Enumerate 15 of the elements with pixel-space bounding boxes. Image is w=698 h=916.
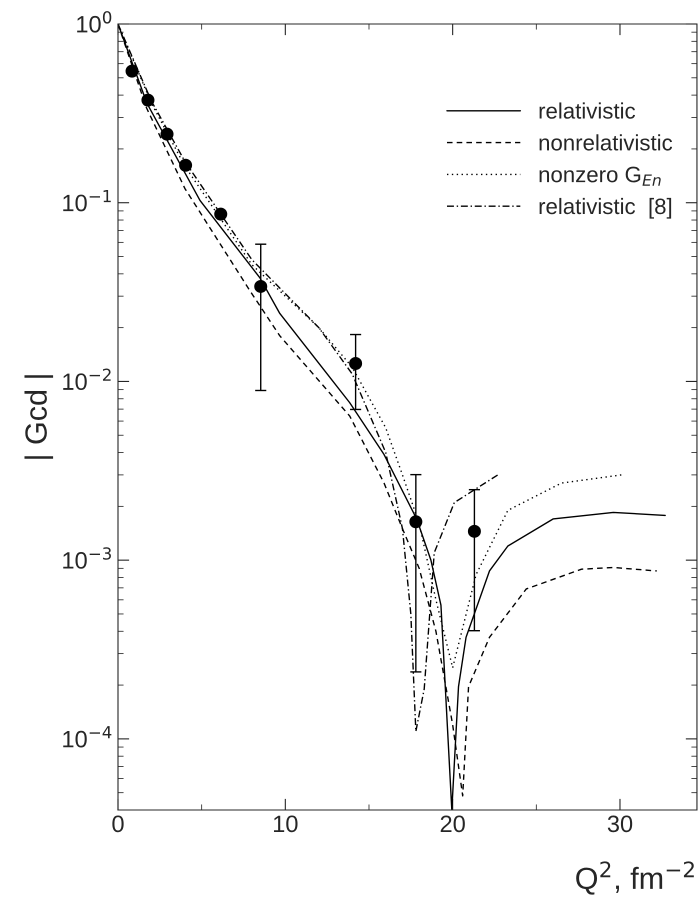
x-axis-title: Q$^{2}$, fm$^{−2}$	[576, 861, 694, 895]
y-tick-label: 10$^{−4}$	[63, 726, 112, 748]
y-tick-label: 10$^{−2}$	[63, 368, 111, 390]
x-tick-label: 10	[274, 815, 298, 832]
legend-label: nonzero G$_{En}$	[540, 166, 661, 186]
y-tick-label: 10$^{−3}$	[63, 547, 111, 569]
legend-label: nonrelativistic	[540, 134, 672, 151]
legend-label: relativistic	[540, 102, 636, 119]
y-axis-title: | Gcd |	[24, 375, 54, 459]
y-tick-label: 10$^{0}$	[77, 11, 112, 33]
x-tick-label: 20	[440, 815, 465, 832]
y-tick-label: 10$^{−1}$	[63, 190, 111, 212]
x-tick-label: 30	[608, 815, 632, 832]
x-tick-label: 0	[112, 815, 124, 832]
legend-label: relativistic [8]	[540, 198, 672, 219]
